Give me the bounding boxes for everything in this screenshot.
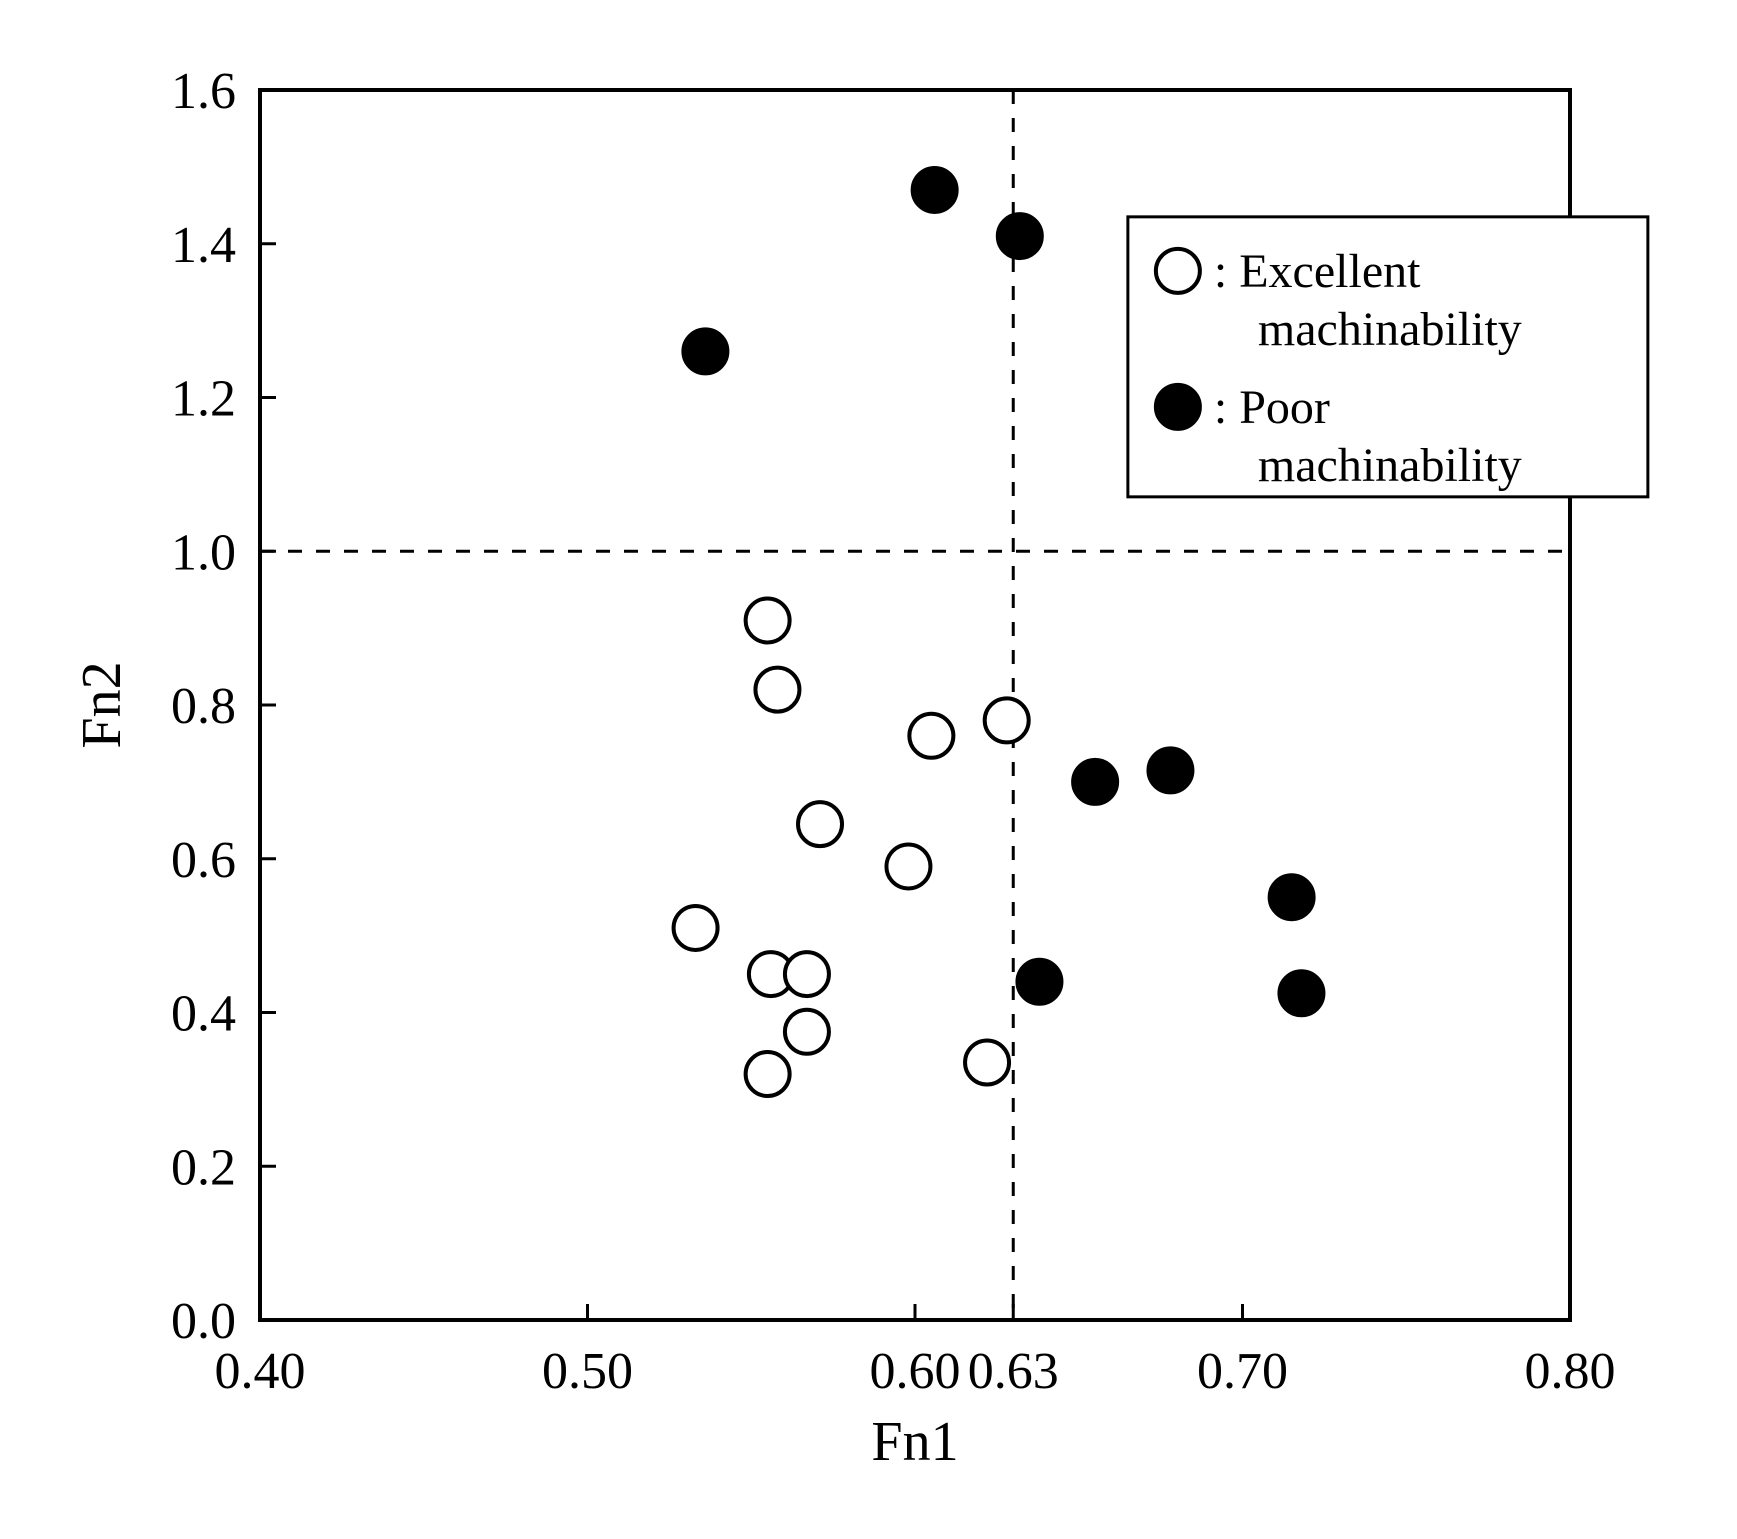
point-poor	[1017, 960, 1061, 1004]
point-excellent	[985, 698, 1029, 742]
point-poor	[683, 329, 727, 373]
y-tick-label: 0.8	[171, 678, 236, 735]
point-poor	[1073, 760, 1117, 804]
point-excellent	[674, 906, 718, 950]
scatter-chart: 0.40 0.50 0.600.63 0.70 0.80 0.0 0.2 0.4 0.6 0.8 1…	[0, 0, 1737, 1539]
point-poor	[1279, 971, 1323, 1015]
point-poor	[998, 214, 1042, 258]
legend-label-excellent-line1: : Excellent	[1214, 245, 1421, 298]
point-excellent	[785, 1010, 829, 1054]
y-tick-label: 0.6	[171, 832, 236, 889]
y-tick-label: 1.0	[171, 524, 236, 581]
y-tick-label: 1.6	[171, 63, 236, 120]
point-excellent	[746, 1052, 790, 1096]
point-poor	[913, 168, 957, 212]
point-excellent	[785, 952, 829, 996]
point-poor	[1148, 748, 1192, 792]
x-tick-label: 0.60	[870, 1343, 961, 1400]
x-tick-label: 0.70	[1197, 1343, 1288, 1400]
x-tick-label: 0.50	[542, 1343, 633, 1400]
point-excellent	[798, 802, 842, 846]
legend-label-excellent-line2: machinability	[1258, 303, 1522, 356]
point-poor	[1270, 875, 1314, 919]
point-excellent	[965, 1040, 1009, 1084]
y-tick-label: 0.4	[171, 986, 236, 1043]
point-excellent	[755, 668, 799, 712]
legend-symbol-poor	[1156, 385, 1200, 429]
x-tick-label: 0.63	[968, 1343, 1059, 1400]
legend-label-poor-line2: machinability	[1258, 439, 1522, 492]
point-excellent	[886, 844, 930, 888]
x-tick-label: 0.40	[215, 1343, 306, 1400]
legend-symbol-excellent	[1156, 249, 1200, 293]
x-axis-title: Fn1	[871, 1411, 958, 1473]
point-excellent	[909, 714, 953, 758]
legend: : Excellentmachinability: Poormachinabil…	[1128, 217, 1648, 497]
y-axis-title: Fn2	[71, 661, 133, 748]
y-tick-label: 1.2	[171, 371, 236, 428]
y-tick-label: 1.4	[171, 217, 236, 274]
y-tick-label: 0.0	[171, 1293, 236, 1350]
legend-label-poor-line1: : Poor	[1214, 381, 1330, 434]
point-excellent	[746, 598, 790, 642]
x-tick-label: 0.80	[1525, 1343, 1616, 1400]
y-tick-label: 0.2	[171, 1139, 236, 1196]
